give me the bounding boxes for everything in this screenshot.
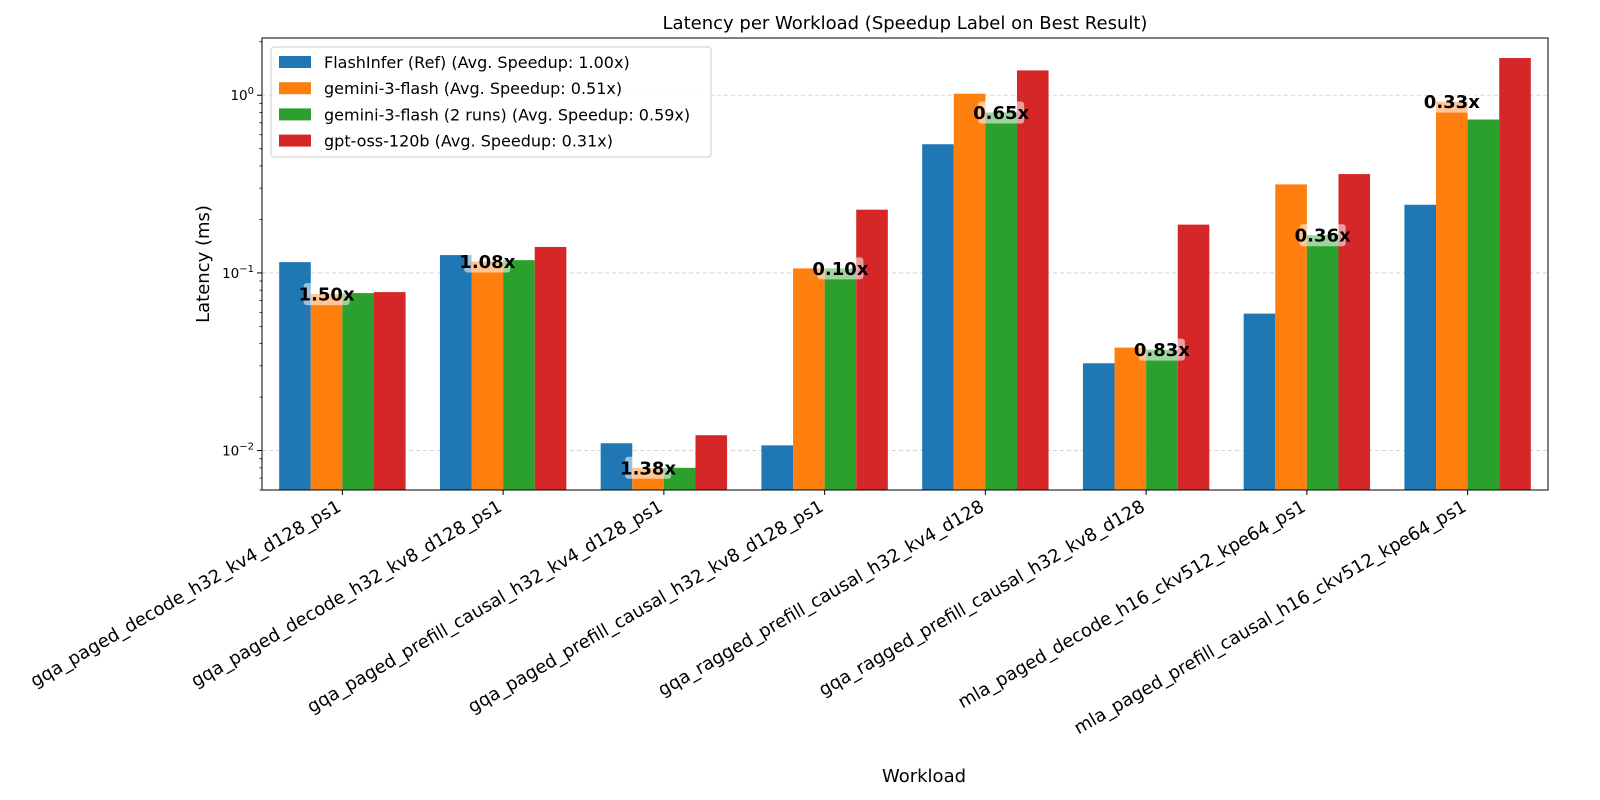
- legend-swatch: [279, 108, 311, 121]
- bar-s3-c0: [373, 292, 406, 490]
- x-tick-label-4: gqa_ragged_prefill_causal_h32_kv4_d128: [654, 496, 987, 701]
- x-axis-label: Workload: [882, 766, 966, 787]
- speedup-label-box: [1138, 338, 1185, 361]
- legend-swatch: [279, 82, 311, 95]
- bar-s3-c6: [1338, 174, 1371, 491]
- bar-s2-c6: [1306, 235, 1339, 490]
- bar-s3-c2: [695, 435, 728, 490]
- speedup-annotations: 1.50x 1.08x 1.38x 0.10x 0.65x 0.83x 0.36x 0.33x: [299, 90, 1480, 479]
- speedup-label-box: [978, 101, 1025, 124]
- y-axis: 10−2 10−1 100: [222, 41, 262, 491]
- speedup-label-text: 0.36x: [1295, 226, 1351, 247]
- bar-s0-c7: [1404, 204, 1437, 490]
- legend-swatch: [279, 56, 311, 68]
- bar-s2-c1: [503, 260, 535, 490]
- speedup-label-3: 0.10x: [812, 257, 869, 280]
- speedup-label-text: 0.65x: [973, 103, 1029, 124]
- y-tick-label-2: 100: [230, 86, 254, 104]
- legend-entry-3: gpt-oss-120b (Avg. Speedup: 0.31x): [279, 132, 613, 151]
- bar-s2-c4: [985, 112, 1017, 491]
- bar-s3-c7: [1499, 58, 1531, 491]
- bar-s1-c3: [793, 268, 825, 490]
- bar-s0-c3: [761, 445, 794, 490]
- y-tick-label-0: 10−2: [222, 442, 254, 460]
- bar-s0-c5: [1082, 363, 1115, 490]
- speedup-label-box: [303, 283, 350, 306]
- speedup-label-text: 0.33x: [1424, 92, 1480, 113]
- speedup-label-box: [1299, 224, 1346, 247]
- bar-s3-c1: [534, 246, 567, 490]
- speedup-label-2: 1.38x: [620, 456, 676, 479]
- legend-label: gemini-3-flash (2 runs) (Avg. Speedup: 0…: [324, 105, 690, 124]
- legend-label: gpt-oss-120b (Avg. Speedup: 0.31x): [324, 132, 613, 151]
- bar-s2-c3: [824, 268, 857, 490]
- x-tick-label-5: gqa_ragged_prefill_causal_h32_kv8_d128: [815, 496, 1148, 701]
- x-axis: gqa_paged_decode_h32_kv4_d128_ps1gqa_pag…: [27, 490, 1470, 739]
- bar-s1-c5: [1114, 347, 1147, 490]
- speedup-label-text: 1.38x: [620, 458, 676, 479]
- bar-s2-c0: [342, 293, 374, 490]
- x-tick-label-6: mla_paged_decode_h16_ckv512_kpe64_ps1: [955, 496, 1310, 713]
- bar-s2-c7: [1467, 119, 1500, 490]
- plot-frame: [261, 37, 1549, 491]
- speedup-label-text: 0.10x: [812, 259, 868, 280]
- y-axis-label: Latency (ms): [193, 205, 214, 323]
- y-tick-label-1: 10−1: [222, 264, 254, 282]
- chart-title: Latency per Workload (Speedup Label on B…: [663, 13, 1148, 34]
- bar-s1-c4: [953, 93, 986, 490]
- legend-swatch: [279, 134, 311, 147]
- bar-s1-c0: [310, 294, 343, 490]
- speedup-label-text: 1.50x: [299, 285, 355, 306]
- speedup-label-6: 0.36x: [1295, 224, 1351, 247]
- bar-s3-c3: [856, 209, 888, 490]
- bar-s3-c4: [1016, 70, 1049, 490]
- speedup-label-4: 0.65x: [973, 101, 1030, 124]
- legend-entry-0: FlashInfer (Ref) (Avg. Speedup: 1.00x): [279, 53, 630, 72]
- x-tick-label-2: gqa_paged_prefill_causal_h32_kv4_d128_ps…: [304, 496, 667, 718]
- legend-entry-1: gemini-3-flash (Avg. Speedup: 0.51x): [279, 79, 622, 98]
- bar-s2-c5: [1146, 349, 1178, 490]
- speedup-label-box: [817, 257, 864, 280]
- x-tick-label-3: gqa_paged_prefill_causal_h32_kv8_d128_ps…: [464, 496, 827, 718]
- bars: [279, 58, 1531, 491]
- speedup-label-box: [625, 456, 672, 479]
- x-tick-label-0: gqa_paged_decode_h32_kv4_d128_ps1: [27, 496, 345, 692]
- bar-s0-c4: [922, 144, 954, 490]
- legend-entry-2: gemini-3-flash (2 runs) (Avg. Speedup: 0…: [279, 105, 690, 124]
- bar-s1-c1: [471, 261, 504, 490]
- bar-s1-c7: [1436, 101, 1468, 490]
- speedup-label-1: 1.08x: [459, 250, 516, 273]
- bar-s0-c6: [1243, 313, 1276, 490]
- speedup-label-0: 1.50x: [299, 283, 355, 306]
- speedup-label-text: 0.83x: [1134, 340, 1190, 361]
- legend-label: FlashInfer (Ref) (Avg. Speedup: 1.00x): [324, 53, 630, 72]
- speedup-label-box: [464, 250, 511, 273]
- bar-s0-c1: [439, 255, 472, 490]
- speedup-label-5: 0.83x: [1134, 338, 1190, 361]
- legend-frame: [270, 46, 712, 158]
- x-tick-label-1: gqa_paged_decode_h32_kv8_d128_ps1: [188, 496, 506, 692]
- speedup-label-box: [1428, 90, 1475, 113]
- bar-s2-c2: [663, 467, 696, 490]
- speedup-label-text: 1.08x: [459, 252, 515, 273]
- legend: FlashInfer (Ref) (Avg. Speedup: 1.00x) ge…: [270, 46, 712, 158]
- legend-label: gemini-3-flash (Avg. Speedup: 0.51x): [324, 79, 622, 98]
- speedup-label-7: 0.33x: [1424, 90, 1480, 113]
